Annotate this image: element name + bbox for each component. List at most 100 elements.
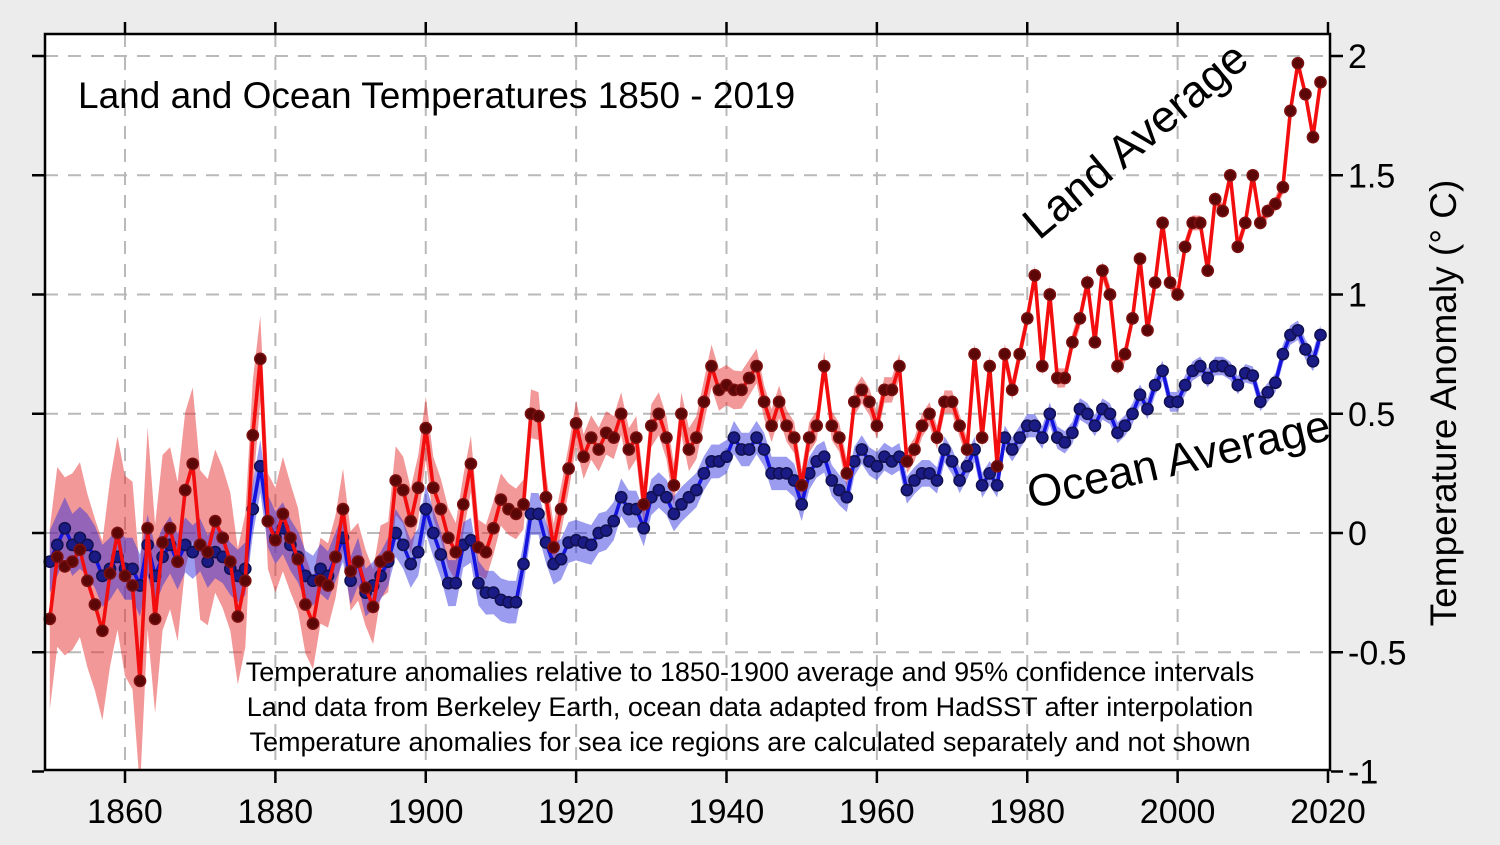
data-point bbox=[1111, 359, 1124, 373]
data-point bbox=[1005, 383, 1019, 397]
data-point bbox=[1223, 168, 1237, 182]
y-tick-label: 1.5 bbox=[1348, 157, 1395, 195]
data-point bbox=[456, 498, 470, 511]
data-point bbox=[727, 431, 741, 444]
data-point bbox=[990, 459, 1004, 473]
data-point bbox=[863, 395, 876, 409]
data-series-lines bbox=[43, 56, 1327, 688]
data-point bbox=[366, 600, 380, 614]
data-point bbox=[599, 524, 613, 537]
y-tick-label: -0.5 bbox=[1348, 634, 1407, 672]
data-point bbox=[840, 467, 854, 480]
annotation-line-1: Temperature anomalies relative to 1850-1… bbox=[246, 657, 1255, 687]
x-tick-label: 1960 bbox=[839, 793, 915, 831]
data-point bbox=[163, 521, 177, 535]
x-axis-tick-labels: 1860 1880 1900 1920 1940 1960 1980 2000 2020 bbox=[87, 793, 1366, 831]
data-point bbox=[381, 550, 395, 564]
data-point bbox=[321, 579, 335, 592]
data-point bbox=[487, 586, 500, 599]
data-point bbox=[652, 483, 666, 497]
data-point bbox=[960, 443, 974, 456]
data-point bbox=[787, 431, 801, 444]
data-point bbox=[667, 478, 681, 492]
data-point bbox=[675, 498, 688, 511]
data-point bbox=[705, 359, 718, 373]
data-point bbox=[1314, 328, 1327, 342]
data-point bbox=[111, 526, 124, 540]
data-point bbox=[772, 395, 786, 409]
data-point bbox=[1269, 376, 1282, 390]
data-point bbox=[765, 419, 778, 433]
data-point bbox=[953, 419, 966, 433]
data-point bbox=[419, 502, 433, 516]
data-point bbox=[547, 540, 560, 554]
x-tick-label: 1900 bbox=[388, 793, 464, 831]
data-point bbox=[554, 502, 568, 516]
data-point bbox=[795, 478, 809, 492]
data-point bbox=[1156, 216, 1169, 230]
data-point bbox=[441, 531, 455, 545]
data-point bbox=[990, 478, 1004, 492]
data-point bbox=[532, 507, 545, 521]
data-point bbox=[847, 395, 861, 409]
data-point bbox=[284, 531, 297, 545]
data-point bbox=[1058, 436, 1072, 449]
data-point bbox=[1299, 87, 1312, 101]
data-point bbox=[569, 416, 583, 430]
data-point bbox=[141, 521, 154, 535]
data-point bbox=[584, 538, 598, 552]
data-point bbox=[614, 407, 628, 421]
data-point bbox=[178, 483, 192, 497]
data-point bbox=[517, 498, 530, 511]
data-point bbox=[1261, 204, 1275, 218]
data-point bbox=[509, 595, 523, 609]
data-point bbox=[1043, 288, 1057, 301]
data-point bbox=[1269, 197, 1282, 211]
y-tick-label: 2 bbox=[1348, 38, 1367, 76]
data-point bbox=[238, 574, 252, 588]
x-tick-label: 1940 bbox=[689, 793, 765, 831]
data-point bbox=[1020, 312, 1034, 325]
data-point bbox=[1306, 130, 1320, 144]
data-point bbox=[1178, 240, 1192, 254]
data-point bbox=[720, 450, 733, 464]
data-point bbox=[975, 431, 989, 444]
data-point bbox=[359, 581, 372, 595]
data-point bbox=[637, 498, 651, 511]
data-point bbox=[900, 483, 914, 497]
data-point bbox=[186, 457, 200, 471]
data-point bbox=[690, 431, 703, 444]
data-point bbox=[404, 514, 418, 528]
data-point bbox=[1126, 312, 1139, 325]
data-point bbox=[1066, 426, 1079, 440]
data-point bbox=[208, 514, 222, 528]
data-point bbox=[847, 455, 861, 468]
data-point bbox=[434, 502, 448, 516]
data-point bbox=[1261, 385, 1275, 399]
data-point bbox=[757, 443, 771, 456]
x-tick-label: 1860 bbox=[87, 793, 163, 831]
data-point bbox=[885, 383, 899, 397]
data-point bbox=[1253, 395, 1267, 409]
data-point bbox=[592, 443, 606, 456]
data-point bbox=[426, 481, 440, 495]
data-point bbox=[479, 545, 493, 559]
data-point bbox=[299, 598, 312, 611]
data-point bbox=[757, 395, 771, 409]
data-point bbox=[1171, 395, 1184, 409]
data-point bbox=[126, 562, 139, 576]
data-point bbox=[780, 419, 793, 433]
data-point bbox=[584, 431, 598, 444]
data-point bbox=[923, 407, 936, 421]
data-point bbox=[1096, 264, 1109, 277]
data-point bbox=[1148, 378, 1162, 392]
axis-ticks bbox=[32, 22, 1343, 783]
data-point bbox=[1253, 216, 1267, 230]
data-point bbox=[622, 443, 636, 456]
data-point bbox=[1066, 335, 1079, 349]
data-point bbox=[1103, 288, 1117, 301]
plot-border bbox=[43, 32, 1332, 772]
data-point bbox=[893, 359, 906, 373]
data-point bbox=[261, 514, 275, 528]
data-point bbox=[103, 567, 117, 580]
